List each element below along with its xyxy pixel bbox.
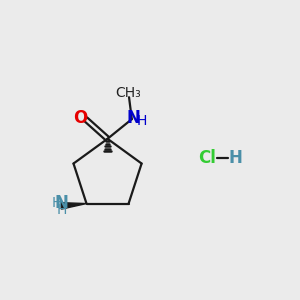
Text: CH₃: CH₃ xyxy=(116,86,141,100)
Text: Cl: Cl xyxy=(198,149,216,167)
Text: H: H xyxy=(228,149,242,167)
Text: N: N xyxy=(55,194,68,212)
Text: N: N xyxy=(127,109,141,127)
Text: H: H xyxy=(52,196,62,210)
Text: O: O xyxy=(74,109,88,127)
Polygon shape xyxy=(61,203,86,209)
Text: H: H xyxy=(136,114,147,128)
Text: H: H xyxy=(57,202,67,217)
